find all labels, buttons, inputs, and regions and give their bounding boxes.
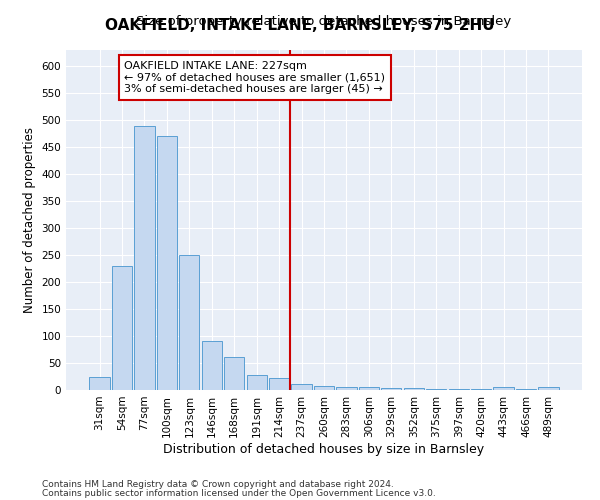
Y-axis label: Number of detached properties: Number of detached properties <box>23 127 36 313</box>
Text: Contains public sector information licensed under the Open Government Licence v3: Contains public sector information licen… <box>42 490 436 498</box>
Text: OAKFIELD INTAKE LANE: 227sqm
← 97% of detached houses are smaller (1,651)
3% of : OAKFIELD INTAKE LANE: 227sqm ← 97% of de… <box>124 61 385 94</box>
Bar <box>538 388 559 390</box>
Bar <box>247 376 267 390</box>
Bar <box>202 342 222 390</box>
Bar <box>516 389 536 390</box>
Bar <box>134 126 155 390</box>
Bar <box>112 266 132 390</box>
Bar <box>381 388 401 390</box>
Bar <box>471 389 491 390</box>
Bar <box>314 386 334 390</box>
Bar <box>157 136 177 390</box>
Bar <box>89 376 110 390</box>
Bar <box>337 387 356 390</box>
Bar <box>493 388 514 390</box>
Bar <box>224 356 244 390</box>
Title: Size of property relative to detached houses in Barnsley: Size of property relative to detached ho… <box>136 15 512 28</box>
Bar <box>426 389 446 390</box>
Bar <box>269 378 289 390</box>
X-axis label: Distribution of detached houses by size in Barnsley: Distribution of detached houses by size … <box>163 442 485 456</box>
Text: OAKFIELD, INTAKE LANE, BARNSLEY, S75 2HU: OAKFIELD, INTAKE LANE, BARNSLEY, S75 2HU <box>105 18 495 32</box>
Bar <box>359 388 379 390</box>
Bar <box>179 255 199 390</box>
Bar <box>292 384 311 390</box>
Text: Contains HM Land Registry data © Crown copyright and database right 2024.: Contains HM Land Registry data © Crown c… <box>42 480 394 489</box>
Bar <box>449 389 469 390</box>
Bar <box>404 388 424 390</box>
